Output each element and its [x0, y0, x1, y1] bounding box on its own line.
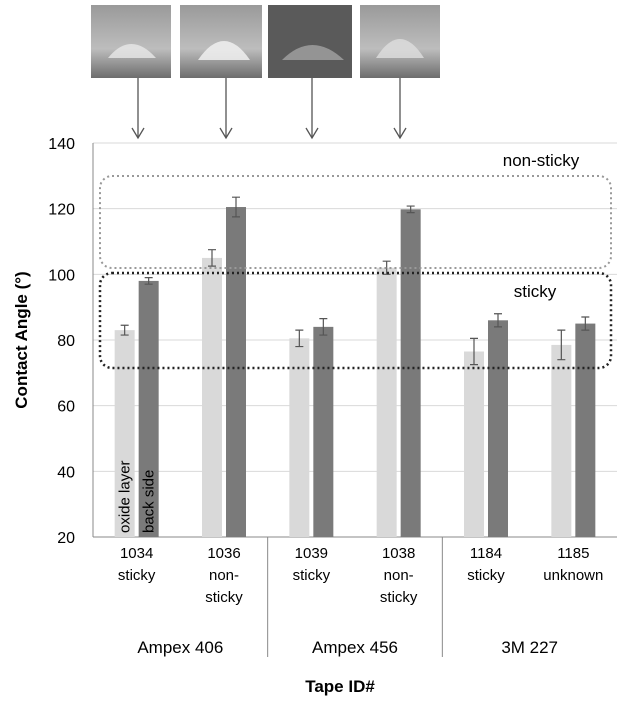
bar [575, 323, 596, 537]
error-bar [144, 277, 153, 285]
annotation-box [99, 175, 612, 269]
y-tick-label: 20 [57, 530, 75, 547]
x-tick-label: unknown [543, 567, 603, 584]
bar [464, 351, 484, 537]
error-bar [319, 318, 328, 336]
photos [91, 5, 440, 78]
x-tick-label: 1034 [120, 545, 153, 562]
y-tick-label: 40 [57, 464, 75, 481]
bar [202, 257, 222, 537]
bar [313, 326, 334, 537]
x-tick-label: 1038 [382, 545, 415, 562]
annotation-box [98, 271, 613, 370]
bar [289, 338, 310, 537]
error-bar [470, 337, 478, 366]
y-tick-label: 100 [48, 267, 75, 284]
x-tick-label: sticky [380, 589, 418, 606]
bar [138, 280, 159, 537]
x-tick-label: sticky [118, 567, 156, 584]
y-tick-label: 80 [57, 333, 75, 350]
bar [488, 320, 508, 537]
arrows [131, 78, 407, 140]
error-bar [382, 260, 391, 275]
y-tick-label: 60 [57, 399, 75, 416]
x-tick-label: non- [384, 567, 414, 584]
y-axis-title: Contact Angle (°) [12, 271, 31, 408]
error-bar [406, 205, 415, 214]
x-tick-label: sticky [467, 567, 505, 584]
error-bar [557, 329, 566, 361]
x-axis-title: Tape ID# [305, 677, 375, 696]
y-tick-label: 140 [48, 136, 75, 153]
error-bar [295, 329, 304, 348]
bar [551, 344, 572, 537]
bar [400, 209, 421, 537]
error-bar [494, 313, 502, 328]
x-tick-label: 1036 [207, 545, 240, 562]
bar [226, 207, 246, 537]
x-tick-label: non- [209, 567, 239, 584]
error-bar [120, 324, 129, 336]
error-bar [232, 196, 240, 218]
error-bar [581, 316, 590, 331]
x-tick-label: 1039 [295, 545, 328, 562]
error-bar [208, 249, 216, 267]
series-label: back side [141, 470, 158, 533]
x-tick-label: sticky [293, 567, 331, 584]
bar [114, 330, 135, 537]
annotation: sticky [514, 282, 557, 301]
y-tick-label: 120 [48, 202, 75, 219]
annotation: non-sticky [503, 151, 580, 170]
group-label: Ampex 456 [312, 638, 398, 657]
x-tick-label: 1184 [470, 545, 502, 562]
group-label: Ampex 406 [137, 638, 223, 657]
x-tick-label: 1185 [557, 545, 589, 562]
x-tick-label: sticky [205, 589, 243, 606]
bar [376, 267, 397, 537]
group-label: 3M 227 [501, 638, 558, 657]
series-label: oxide layer [117, 460, 134, 533]
